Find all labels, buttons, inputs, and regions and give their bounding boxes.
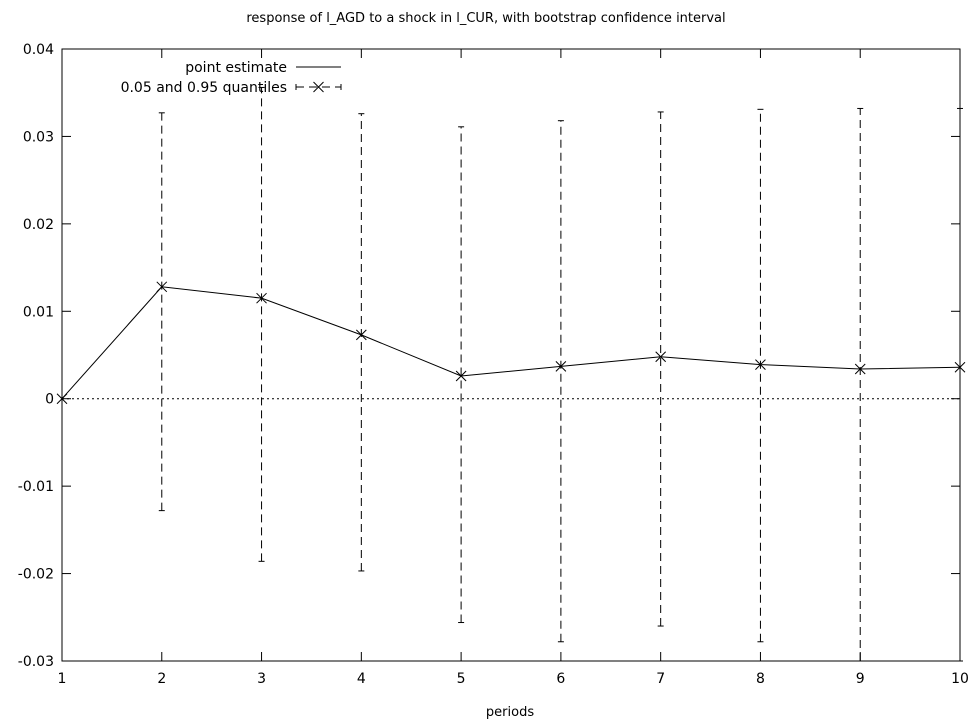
data-point: [655, 351, 667, 363]
x-tick-label: 5: [457, 671, 466, 687]
marker-stroke: [755, 359, 766, 370]
y-tick-label: 0: [45, 392, 54, 408]
x-tick-label: 1: [58, 671, 67, 687]
chart-title: response of l_AGD to a shock in l_CUR, w…: [246, 11, 725, 26]
series-layer: [56, 86, 966, 662]
plot-area: [61, 48, 961, 662]
x-tick-label: 4: [357, 671, 366, 687]
data-point: [555, 361, 567, 372]
x-tick-label: 6: [556, 671, 565, 687]
x-tick-label: 2: [157, 671, 166, 687]
x-tick-label: 8: [756, 671, 765, 687]
marker-stroke: [256, 292, 267, 304]
data-point: [56, 393, 68, 405]
data-point: [156, 281, 168, 293]
marker-stroke: [555, 361, 567, 372]
y-tick-label: 0.02: [23, 217, 54, 233]
x-axis-label: periods: [486, 705, 534, 720]
axes: -0.03 -0.02 -0.01 0 0.01 0.02 0.03 0.04 1 2 3 4 5 6 7 8…: [18, 42, 969, 687]
marker-stroke: [156, 281, 168, 293]
y-tick-label: 0.01: [23, 304, 54, 320]
legend-label-point-estimate: point estimate: [185, 60, 287, 76]
y-tick-label: 0.03: [23, 129, 54, 145]
point-estimate-line: [61, 286, 961, 400]
x-tick-label: 10: [951, 671, 969, 687]
x-tick-label: 7: [656, 671, 665, 687]
data-point: [954, 361, 966, 373]
legend-label-quantiles: 0.05 and 0.95 quantiles: [121, 80, 287, 96]
data-point: [355, 329, 367, 341]
y-tick-label: -0.01: [18, 479, 54, 495]
y-tick-label: 0.04: [23, 42, 54, 58]
legend-marker: [313, 81, 324, 93]
data-point: [755, 359, 766, 370]
marker-stroke: [954, 361, 966, 373]
legend: point estimate 0.05 and 0.95 quantiles: [121, 60, 342, 96]
y-tick-label: -0.03: [18, 654, 54, 670]
x-tick-label: 9: [856, 671, 865, 687]
data-point: [455, 370, 467, 382]
data-point: [854, 363, 866, 375]
marker-stroke: [455, 370, 467, 382]
marker-stroke: [854, 363, 866, 375]
plot-frame: [61, 48, 961, 662]
x-tick-label: 3: [257, 671, 266, 687]
y-tick-label: -0.02: [18, 567, 54, 583]
marker-stroke: [56, 393, 68, 405]
data-point: [256, 292, 267, 304]
marker-stroke: [355, 329, 367, 341]
marker-stroke: [655, 351, 667, 363]
